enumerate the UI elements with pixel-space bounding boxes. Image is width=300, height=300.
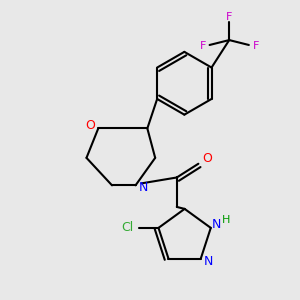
Text: F: F: [253, 41, 259, 51]
Text: N: N: [204, 255, 213, 268]
Text: O: O: [202, 152, 212, 165]
Text: N: N: [139, 181, 148, 194]
Text: F: F: [226, 11, 232, 22]
Text: H: H: [222, 215, 231, 225]
Text: O: O: [85, 119, 95, 132]
Text: N: N: [212, 218, 221, 231]
Text: Cl: Cl: [121, 221, 133, 234]
Text: F: F: [200, 41, 206, 51]
